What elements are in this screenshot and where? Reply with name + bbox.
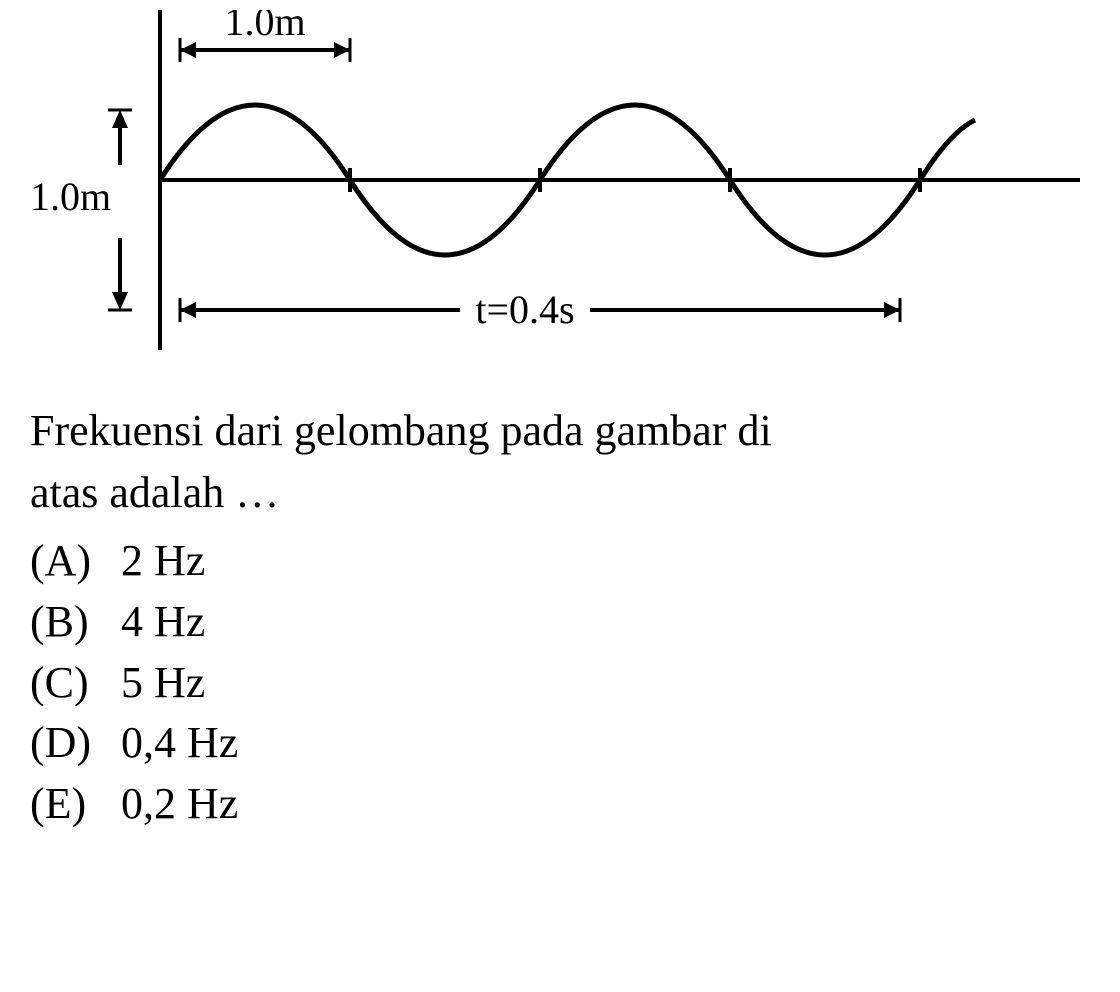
option-b: (B) 4 Hz — [30, 592, 1090, 653]
time-dim-arrow-left — [180, 302, 196, 318]
option-a-label: (A) — [30, 531, 110, 592]
time-label: t=0.4s — [475, 287, 574, 332]
question-text: Frekuensi dari gelombang pada gambar di … — [30, 400, 1090, 523]
option-b-label: (B) — [30, 592, 110, 653]
top-dim-arrow-right — [334, 42, 350, 58]
option-d: (D) 0,4 Hz — [30, 713, 1090, 774]
option-e: (E) 0,2 Hz — [30, 774, 1090, 835]
question-line-2: atas adalah … — [30, 468, 279, 517]
option-e-value: 0,2 Hz — [121, 779, 238, 828]
question-line-1: Frekuensi dari gelombang pada gambar di — [30, 406, 772, 455]
option-c-value: 5 Hz — [121, 658, 205, 707]
option-a-value: 2 Hz — [121, 536, 205, 585]
amplitude-label: 1.0m — [30, 174, 111, 219]
top-dim-arrow-left — [180, 42, 196, 58]
time-dim-arrow-right — [884, 302, 900, 318]
wave-svg: 1.0m 1.0m t=0.4s — [30, 10, 1090, 370]
option-c-label: (C) — [30, 653, 110, 714]
wave-diagram: 1.0m 1.0m t=0.4s — [30, 10, 1090, 370]
option-d-value: 0,4 Hz — [121, 718, 238, 767]
option-d-label: (D) — [30, 713, 110, 774]
option-e-label: (E) — [30, 774, 110, 835]
amplitude-arrow-up-head — [112, 110, 128, 128]
option-b-value: 4 Hz — [121, 597, 205, 646]
top-dimension-label: 1.0m — [224, 10, 305, 44]
option-c: (C) 5 Hz — [30, 653, 1090, 714]
answer-options: (A) 2 Hz (B) 4 Hz (C) 5 Hz (D) 0,4 Hz (E… — [30, 531, 1090, 835]
option-a: (A) 2 Hz — [30, 531, 1090, 592]
amplitude-arrow-down-head — [112, 292, 128, 310]
